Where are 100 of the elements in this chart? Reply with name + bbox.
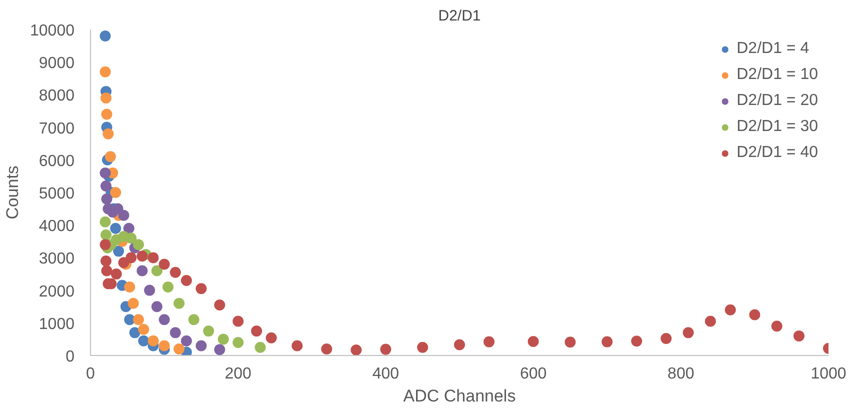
- point: [793, 330, 804, 342]
- point: [104, 151, 116, 162]
- point: [180, 335, 192, 346]
- point: [749, 309, 760, 320]
- point: [266, 332, 277, 344]
- point: [100, 92, 112, 104]
- point: [138, 324, 150, 335]
- point: [724, 304, 736, 316]
- point: [144, 284, 156, 296]
- point: [484, 336, 495, 348]
- point: [203, 326, 214, 337]
- point: [101, 265, 112, 276]
- point: [151, 265, 162, 276]
- point: [660, 333, 672, 344]
- y-tick-label: 1000: [38, 316, 75, 333]
- point: [132, 314, 144, 326]
- point: [602, 336, 613, 348]
- point: [129, 327, 140, 338]
- legend-label: D2/D1 = 4: [736, 40, 810, 58]
- point: [110, 268, 122, 280]
- point: [138, 335, 150, 346]
- point: [100, 239, 111, 250]
- point: [110, 187, 122, 198]
- point: [180, 275, 192, 286]
- y-tick-label: 2000: [38, 283, 75, 300]
- point: [100, 216, 111, 228]
- point: [214, 344, 226, 356]
- point: [100, 167, 111, 178]
- point: [123, 222, 134, 234]
- legend-label: D2/D1 = 40: [736, 144, 818, 162]
- point: [132, 239, 144, 250]
- legend-label: D2/D1 = 20: [736, 92, 818, 110]
- point: [118, 210, 130, 221]
- y-tick-label: 8000: [38, 88, 75, 105]
- point: [704, 316, 716, 327]
- point: [196, 340, 207, 352]
- x-tick-label: 400: [372, 366, 400, 382]
- point: [350, 344, 362, 356]
- point: [174, 343, 185, 354]
- point: [113, 246, 124, 257]
- x-tick-label: 800: [668, 366, 694, 382]
- y-axis-title: Counts: [3, 166, 22, 220]
- x-tick-label: 0: [86, 366, 96, 382]
- point: [162, 282, 174, 293]
- point: [232, 316, 244, 327]
- point: [100, 255, 112, 266]
- point: [417, 342, 428, 353]
- y-tick-label: 10000: [30, 22, 75, 40]
- point: [151, 301, 162, 312]
- point: [100, 180, 112, 192]
- point: [100, 229, 112, 240]
- point: [771, 320, 782, 332]
- point: [214, 299, 226, 310]
- point: [110, 222, 122, 234]
- point: [126, 232, 137, 244]
- point: [232, 336, 244, 348]
- point: [251, 326, 262, 337]
- y-tick-label: 3000: [38, 250, 75, 268]
- legend-label: D2/D1 = 10: [736, 66, 818, 84]
- point: [188, 314, 200, 326]
- y-tick-label: 6000: [38, 152, 75, 170]
- point: [158, 314, 170, 326]
- point: [148, 335, 159, 346]
- point: [380, 344, 392, 355]
- point: [101, 194, 112, 205]
- x-tick-label: 1000: [810, 366, 846, 382]
- legend-label: D2/D1 = 30: [736, 118, 818, 136]
- point: [170, 266, 181, 278]
- point: [100, 30, 111, 42]
- point: [100, 66, 111, 78]
- point: [102, 128, 114, 140]
- point: [158, 340, 170, 352]
- point: [321, 343, 332, 354]
- point: [196, 283, 207, 294]
- point: [292, 340, 303, 352]
- point: [126, 252, 137, 264]
- point: [682, 327, 694, 338]
- chart-title: D2/D1: [438, 8, 481, 24]
- point: [564, 336, 576, 348]
- point: [136, 265, 148, 276]
- point: [124, 282, 136, 293]
- x-tick-label: 600: [520, 366, 547, 382]
- point: [148, 252, 159, 264]
- point: [128, 298, 139, 309]
- y-tick-label: 5000: [38, 186, 75, 202]
- point: [631, 336, 642, 347]
- point: [158, 258, 170, 270]
- x-axis-title: ADC Channels: [403, 386, 516, 406]
- point: [254, 342, 266, 353]
- point: [174, 298, 185, 309]
- point: [218, 334, 229, 345]
- y-tick-label: 4000: [38, 218, 75, 236]
- y-tick-label: 7000: [38, 120, 75, 138]
- y-tick-label: 0: [66, 348, 75, 366]
- y-tick-label: 9000: [38, 55, 75, 72]
- point: [136, 250, 148, 262]
- point: [124, 314, 136, 326]
- point: [170, 327, 181, 338]
- x-tick-label: 200: [224, 366, 252, 382]
- point: [454, 339, 465, 350]
